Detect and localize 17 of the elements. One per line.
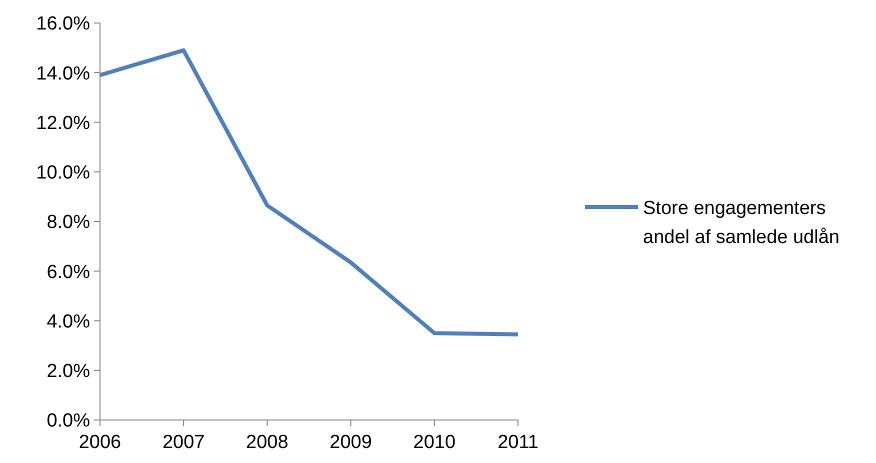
y-tick-label: 2.0% [46,361,90,382]
x-tick-label: 2008 [246,432,288,453]
x-tick-label: 2009 [330,432,372,453]
y-tick-label: 10.0% [36,162,90,184]
x-tick-label: 2010 [413,432,456,453]
y-tick-label: 6.0% [46,262,90,283]
y-tick-label: 16.0% [36,14,90,35]
y-tick-label: 12.0% [36,112,90,134]
legend-label: Store engagementers andel af samlede udlån [643,198,840,248]
x-tick-label: 2007 [162,432,205,453]
y-tick-label: 14.0% [36,63,90,84]
x-tick-label: 2011 [498,432,538,453]
line-series [98,48,520,336]
y-tick-label: 4.0% [46,311,90,332]
x-tick-label: 2006 [78,432,122,453]
y-tick-label: 8.0% [46,212,90,234]
y-tick-label: 0.0% [46,410,90,432]
